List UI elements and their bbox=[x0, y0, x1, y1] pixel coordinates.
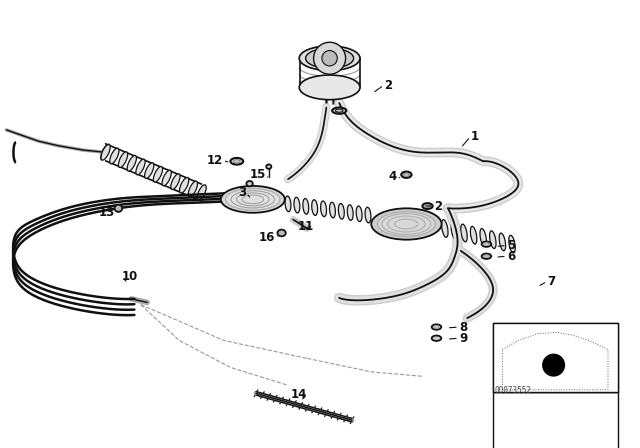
Text: 6: 6 bbox=[507, 250, 515, 263]
Text: 3: 3 bbox=[238, 186, 246, 199]
Ellipse shape bbox=[226, 189, 280, 210]
Ellipse shape bbox=[509, 235, 515, 253]
Ellipse shape bbox=[378, 212, 435, 237]
Ellipse shape bbox=[422, 203, 433, 209]
Ellipse shape bbox=[470, 226, 477, 244]
Text: 1: 1 bbox=[470, 130, 479, 143]
Bar bbox=[493, 392, 618, 448]
FancyBboxPatch shape bbox=[493, 323, 618, 392]
Ellipse shape bbox=[371, 208, 442, 240]
Ellipse shape bbox=[335, 109, 343, 112]
Ellipse shape bbox=[432, 336, 442, 341]
Text: 2: 2 bbox=[434, 199, 442, 213]
Ellipse shape bbox=[285, 196, 291, 211]
Ellipse shape bbox=[136, 159, 145, 175]
Ellipse shape bbox=[278, 229, 286, 237]
Circle shape bbox=[322, 51, 337, 66]
Ellipse shape bbox=[481, 254, 492, 259]
Ellipse shape bbox=[230, 158, 243, 165]
Ellipse shape bbox=[306, 48, 354, 69]
Text: 00073552: 00073552 bbox=[495, 386, 532, 395]
Ellipse shape bbox=[490, 231, 496, 249]
Ellipse shape bbox=[365, 207, 371, 223]
Ellipse shape bbox=[300, 75, 360, 100]
Ellipse shape bbox=[432, 324, 442, 330]
Ellipse shape bbox=[188, 181, 198, 197]
Ellipse shape bbox=[330, 202, 335, 218]
Ellipse shape bbox=[115, 205, 122, 212]
Ellipse shape bbox=[481, 241, 492, 247]
Text: 11: 11 bbox=[298, 220, 314, 233]
Ellipse shape bbox=[154, 167, 163, 182]
Ellipse shape bbox=[461, 224, 467, 242]
Circle shape bbox=[314, 42, 346, 74]
Text: 16: 16 bbox=[259, 231, 275, 244]
Text: 7: 7 bbox=[547, 275, 556, 288]
Ellipse shape bbox=[300, 46, 360, 71]
Text: 2: 2 bbox=[384, 78, 392, 92]
Ellipse shape bbox=[118, 152, 127, 168]
Circle shape bbox=[542, 353, 565, 377]
Ellipse shape bbox=[499, 233, 506, 251]
Ellipse shape bbox=[480, 228, 486, 246]
Ellipse shape bbox=[171, 174, 180, 190]
Text: 13: 13 bbox=[99, 206, 115, 220]
Ellipse shape bbox=[221, 186, 285, 213]
Ellipse shape bbox=[145, 163, 154, 178]
Ellipse shape bbox=[321, 201, 326, 217]
Text: 14: 14 bbox=[291, 388, 307, 401]
Ellipse shape bbox=[127, 155, 136, 171]
Ellipse shape bbox=[294, 197, 300, 213]
Bar bbox=[493, 323, 618, 392]
Ellipse shape bbox=[197, 185, 206, 200]
Ellipse shape bbox=[348, 205, 353, 220]
Ellipse shape bbox=[162, 170, 172, 186]
Ellipse shape bbox=[451, 222, 458, 240]
Text: 10: 10 bbox=[122, 270, 138, 284]
Ellipse shape bbox=[180, 177, 189, 193]
Ellipse shape bbox=[246, 181, 253, 186]
Text: 4: 4 bbox=[388, 169, 397, 183]
Ellipse shape bbox=[332, 108, 346, 114]
Ellipse shape bbox=[312, 200, 317, 215]
Ellipse shape bbox=[442, 220, 448, 237]
Text: 9: 9 bbox=[459, 332, 467, 345]
Text: 15: 15 bbox=[249, 168, 266, 181]
Ellipse shape bbox=[303, 198, 308, 214]
Text: 12: 12 bbox=[207, 154, 223, 167]
Text: 5: 5 bbox=[507, 239, 515, 252]
Ellipse shape bbox=[266, 164, 271, 169]
Ellipse shape bbox=[339, 203, 344, 219]
Ellipse shape bbox=[109, 148, 119, 164]
Ellipse shape bbox=[101, 145, 110, 160]
Ellipse shape bbox=[401, 172, 412, 178]
Text: 8: 8 bbox=[459, 320, 467, 334]
Ellipse shape bbox=[356, 206, 362, 222]
